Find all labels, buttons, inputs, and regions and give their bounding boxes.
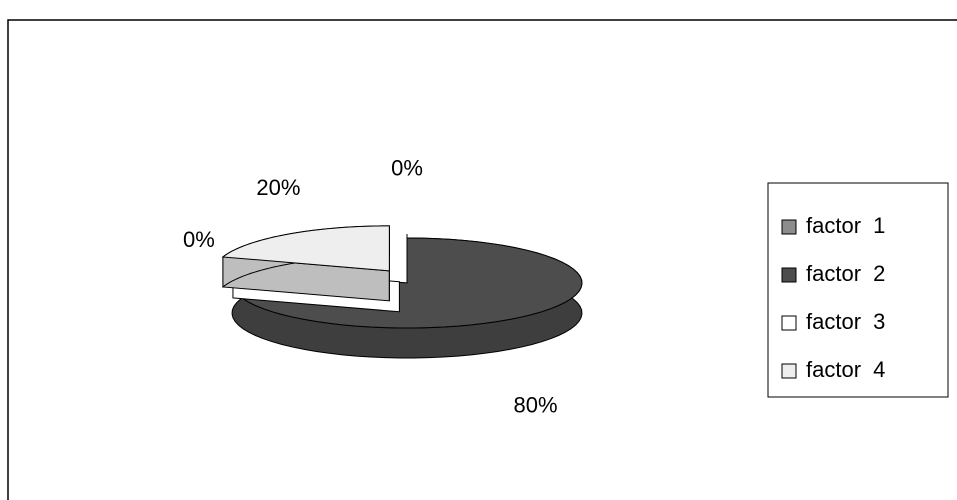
legend-swatch bbox=[781, 363, 797, 379]
legend-swatch bbox=[781, 219, 797, 235]
legend-box bbox=[767, 182, 949, 398]
legend-swatch bbox=[781, 267, 797, 283]
legend-label: factor 4 bbox=[806, 357, 885, 382]
slice bbox=[221, 225, 390, 302]
data-label: 0% bbox=[183, 227, 215, 252]
legend-label: factor 2 bbox=[806, 261, 885, 286]
data-label: 0% bbox=[391, 155, 423, 180]
legend-label: factor 3 bbox=[806, 309, 885, 334]
legend-swatch bbox=[781, 315, 797, 331]
slice-face bbox=[221, 225, 390, 272]
data-label: 80% bbox=[514, 393, 558, 418]
legend-label: factor 1 bbox=[806, 213, 885, 238]
data-label: 20% bbox=[256, 175, 300, 200]
